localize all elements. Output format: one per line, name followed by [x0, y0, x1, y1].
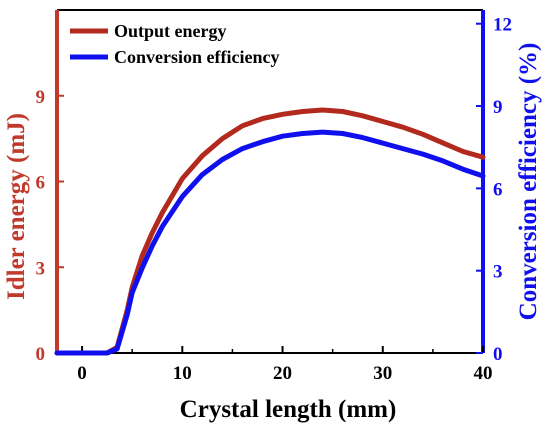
left-tick-label: 6: [36, 173, 46, 194]
right-tick-label: 12: [493, 15, 512, 36]
x-axis-ticks: 0 10 20 30 40: [77, 346, 493, 384]
right-tick-label: 0: [493, 344, 503, 365]
x-tick-label: 10: [173, 363, 192, 384]
right-axis-ticks: 0 3 6 9 12: [476, 15, 512, 365]
right-axis-title: Conversion efficiency (%): [515, 43, 542, 321]
x-tick-label: 20: [273, 363, 292, 384]
output-energy-line: [54, 107, 486, 356]
legend-label-conversion-efficiency: Conversion efficiency: [114, 47, 279, 67]
legend: Output energy Conversion efficiency: [70, 21, 279, 67]
left-tick-label: 3: [36, 258, 46, 279]
legend-label-output-energy: Output energy: [114, 21, 227, 41]
right-tick-label: 3: [493, 262, 503, 283]
series-group: [54, 107, 486, 356]
conversion-efficiency-line: [54, 129, 486, 356]
x-axis-title: Crystal length (mm): [180, 396, 397, 423]
left-tick-label: 9: [36, 87, 46, 108]
right-tick-label: 9: [493, 97, 503, 118]
left-tick-label: 0: [36, 344, 46, 365]
right-tick-label: 6: [493, 179, 503, 200]
left-axis-ticks: 0 3 6 9: [36, 87, 64, 365]
x-tick-label: 30: [373, 363, 392, 384]
x-tick-label: 40: [474, 363, 493, 384]
left-axis-title: Idler energy (mJ): [3, 113, 30, 300]
x-tick-label: 0: [77, 363, 87, 384]
